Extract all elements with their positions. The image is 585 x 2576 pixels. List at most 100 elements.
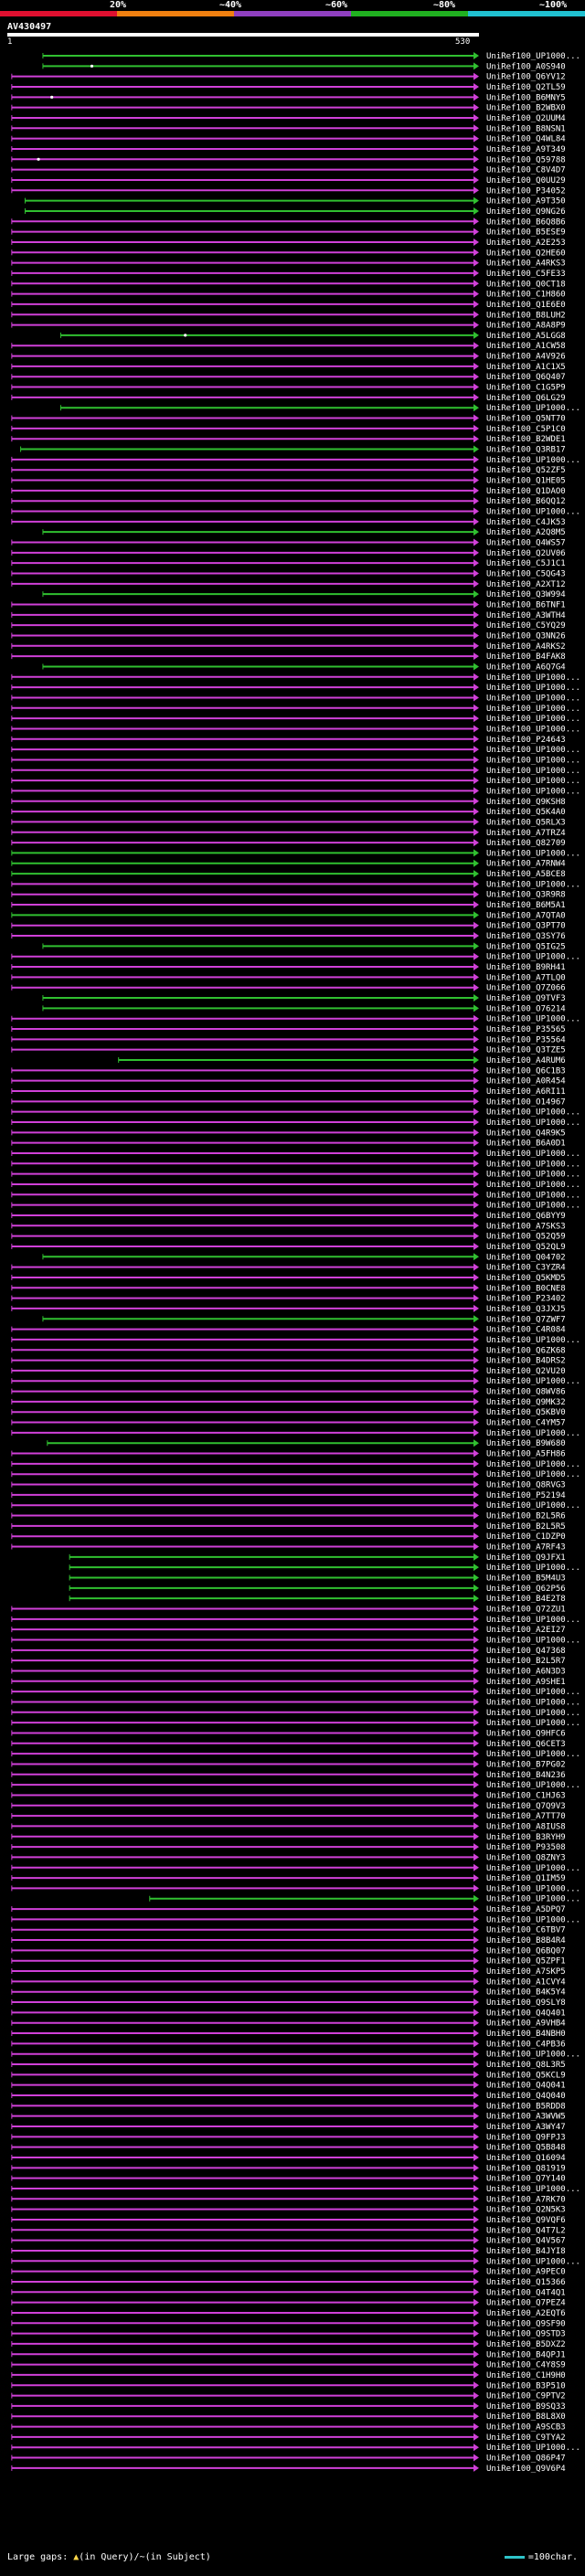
hit-row[interactable]: UniRef100_Q52ZF5 (11, 466, 566, 475)
hit-label[interactable]: UniRef100_B4QPJ1 (486, 2350, 566, 2359)
hit-label[interactable]: UniRef100_Q9NG26 (486, 207, 566, 217)
hit-row[interactable]: UniRef100_C5J1C1 (11, 559, 566, 568)
hit-row[interactable]: UniRef100_Q72ZU1 (11, 1605, 566, 1615)
hit-row[interactable]: UniRef100_C4R084 (11, 1325, 566, 1335)
hit-label[interactable]: UniRef100_Q1DAO0 (486, 487, 566, 496)
hit-row[interactable]: UniRef100_A7TT70 (11, 1812, 566, 1821)
hit-row[interactable]: UniRef100_UP1000... (11, 1191, 580, 1200)
hit-label[interactable]: UniRef100_B4FAK8 (486, 652, 566, 662)
hit-label[interactable]: UniRef100_Q6CET3 (486, 1740, 566, 1749)
hit-row[interactable]: UniRef100_B5ESE9 (11, 228, 566, 238)
hit-row[interactable]: UniRef100_A2EQT6 (11, 2308, 566, 2318)
hit-row[interactable]: UniRef100_B6M5A1 (11, 901, 566, 910)
hit-label[interactable]: UniRef100_Q9SLY8 (486, 1998, 566, 2008)
hit-row[interactable]: UniRef100_Q2VU20 (11, 1366, 566, 1376)
hit-row[interactable]: UniRef100_Q6CET3 (11, 1739, 566, 1749)
hit-label[interactable]: UniRef100_Q5IG25 (486, 942, 566, 951)
hit-row[interactable]: UniRef100_B6TNF1 (11, 600, 566, 610)
hit-label[interactable]: UniRef100_Q4WL84 (486, 135, 566, 144)
hit-label[interactable]: UniRef100_C9TYA2 (486, 2433, 566, 2443)
hit-label[interactable]: UniRef100_UP1000... (486, 1150, 580, 1159)
hit-row[interactable]: UniRef100_Q6BQ07 (11, 1946, 566, 1956)
hit-label[interactable]: UniRef100_Q2UUM4 (486, 114, 566, 123)
hit-label[interactable]: UniRef100_C1HJ63 (486, 1791, 566, 1800)
hit-label[interactable]: UniRef100_Q81919 (486, 2164, 566, 2173)
hit-label[interactable]: UniRef100_C5J1C1 (486, 559, 566, 568)
hit-row[interactable]: UniRef100_A0S940 (42, 62, 566, 71)
hit-row[interactable]: UniRef100_Q2TL59 (11, 82, 566, 92)
hit-row[interactable]: UniRef100_A5FH86 (11, 1449, 566, 1459)
hit-row[interactable]: UniRef100_UP1000... (69, 1564, 580, 1573)
hit-label[interactable]: UniRef100_Q16094 (486, 2154, 566, 2163)
hit-label[interactable]: UniRef100_UP1000... (486, 694, 580, 703)
hit-label[interactable]: UniRef100_Q15366 (486, 2278, 566, 2287)
hit-label[interactable]: UniRef100_Q4R9K5 (486, 1129, 566, 1138)
hit-row[interactable]: UniRef100_Q3RB17 (20, 445, 566, 455)
hit-row[interactable]: UniRef100_B8B4R4 (11, 1936, 566, 1945)
hit-label[interactable]: UniRef100_C8V4D7 (486, 166, 566, 175)
hit-row[interactable]: UniRef100_Q6LG29 (11, 393, 566, 403)
hit-label[interactable]: UniRef100_Q6YV12 (486, 73, 566, 82)
hit-label[interactable]: UniRef100_UP1000... (486, 849, 580, 858)
hit-label[interactable]: UniRef100_B3P510 (486, 2381, 566, 2390)
hit-label[interactable]: UniRef100_Q52QL9 (486, 1243, 566, 1252)
hit-row[interactable]: UniRef100_A7SKP5 (11, 1967, 566, 1977)
hit-row[interactable]: UniRef100_Q47368 (11, 1646, 566, 1656)
hit-row[interactable]: UniRef100_Q3W994 (42, 590, 566, 599)
hit-row[interactable]: UniRef100_UP1000... (11, 1459, 580, 1469)
hit-label[interactable]: UniRef100_P52194 (486, 1491, 566, 1500)
hit-row[interactable]: UniRef100_A7RF43 (11, 1542, 566, 1553)
hit-row[interactable]: UniRef100_A5BCE8 (11, 870, 566, 879)
hit-row[interactable]: UniRef100_UP1000... (11, 1470, 580, 1479)
hit-row[interactable]: UniRef100_Q9KSH8 (11, 797, 566, 807)
hit-label[interactable]: UniRef100_C1H860 (486, 291, 566, 300)
hit-label[interactable]: UniRef100_Q82709 (486, 839, 566, 848)
hit-row[interactable]: UniRef100_Q9FPJ3 (11, 2133, 566, 2142)
hit-row[interactable]: UniRef100_Q5ZPF1 (11, 1956, 566, 1966)
hit-label[interactable]: UniRef100_UP1000... (486, 746, 580, 755)
hit-row[interactable]: UniRef100_Q1IM59 (11, 1874, 566, 1883)
hit-row[interactable]: UniRef100_Q6Q407 (11, 373, 566, 382)
hit-row[interactable]: UniRef100_Q9VQF6 (11, 2215, 566, 2225)
hit-label[interactable]: UniRef100_UP1000... (486, 508, 580, 517)
hit-row[interactable]: UniRef100_UP1000... (11, 777, 580, 786)
hit-label[interactable]: UniRef100_UP1000... (486, 953, 580, 962)
hit-row[interactable]: UniRef100_UP1000... (11, 849, 580, 858)
hit-label[interactable]: UniRef100_Q3NN26 (486, 631, 566, 641)
hit-label[interactable]: UniRef100_Q3PT70 (486, 922, 566, 931)
hit-label[interactable]: UniRef100_UP1000... (486, 1719, 580, 1728)
hit-row[interactable]: UniRef100_UP1000... (11, 1636, 580, 1645)
hit-row[interactable]: UniRef100_Q3JXJ5 (11, 1304, 566, 1314)
hit-row[interactable]: UniRef100_A2E253 (11, 238, 566, 248)
hit-label[interactable]: UniRef100_A0R454 (486, 1077, 566, 1087)
hit-row[interactable]: UniRef100_B4JYI8 (11, 2246, 566, 2256)
hit-row[interactable]: UniRef100_A4RKS3 (11, 259, 566, 269)
hit-row[interactable]: UniRef100_Q3TZE5 (11, 1045, 566, 1055)
hit-label[interactable]: UniRef100_Q6Q407 (486, 373, 566, 382)
hit-row[interactable]: UniRef100_A9T350 (24, 196, 566, 207)
hit-label[interactable]: UniRef100_A1CW58 (486, 342, 566, 351)
hit-row[interactable]: UniRef100_UP1000... (11, 1335, 580, 1345)
hit-row[interactable]: UniRef100_A4RUM6 (118, 1056, 566, 1065)
hit-label[interactable]: UniRef100_C5YQ29 (486, 621, 566, 631)
hit-row[interactable]: UniRef100_UP1000... (11, 2050, 580, 2060)
hit-row[interactable]: UniRef100_O14967 (11, 1097, 566, 1107)
hit-label[interactable]: UniRef100_A9VHB4 (486, 2019, 566, 2029)
hit-label[interactable]: UniRef100_B4NBH0 (486, 2030, 566, 2039)
hit-row[interactable]: UniRef100_Q5KCL9 (11, 2071, 566, 2080)
hit-row[interactable]: UniRef100_C4JK53 (11, 517, 566, 527)
hit-row[interactable]: UniRef100_B3RYH9 (11, 1832, 566, 1842)
hit-row[interactable]: UniRef100_Q2UV06 (11, 548, 566, 558)
hit-row[interactable]: UniRef100_UP1000... (11, 1688, 580, 1697)
hit-row[interactable]: UniRef100_Q3NN26 (11, 631, 566, 641)
hit-label[interactable]: UniRef100_UP1000... (486, 1688, 580, 1697)
hit-row[interactable]: UniRef100_B2L5R6 (11, 1511, 566, 1521)
hit-label[interactable]: UniRef100_B5ESE9 (486, 228, 566, 238)
hit-row[interactable]: UniRef100_Q6YV12 (11, 72, 566, 82)
hit-row[interactable]: UniRef100_UP1000... (11, 1781, 580, 1790)
hit-row[interactable]: UniRef100_A9VHB4 (11, 2019, 566, 2029)
hit-label[interactable]: UniRef100_Q8WV86 (486, 1388, 566, 1397)
hit-row[interactable]: UniRef100_Q62P56 (69, 1584, 566, 1594)
hit-label[interactable]: UniRef100_UP1000... (486, 1460, 580, 1469)
hit-label[interactable]: UniRef100_A2Q8M5 (486, 528, 566, 537)
